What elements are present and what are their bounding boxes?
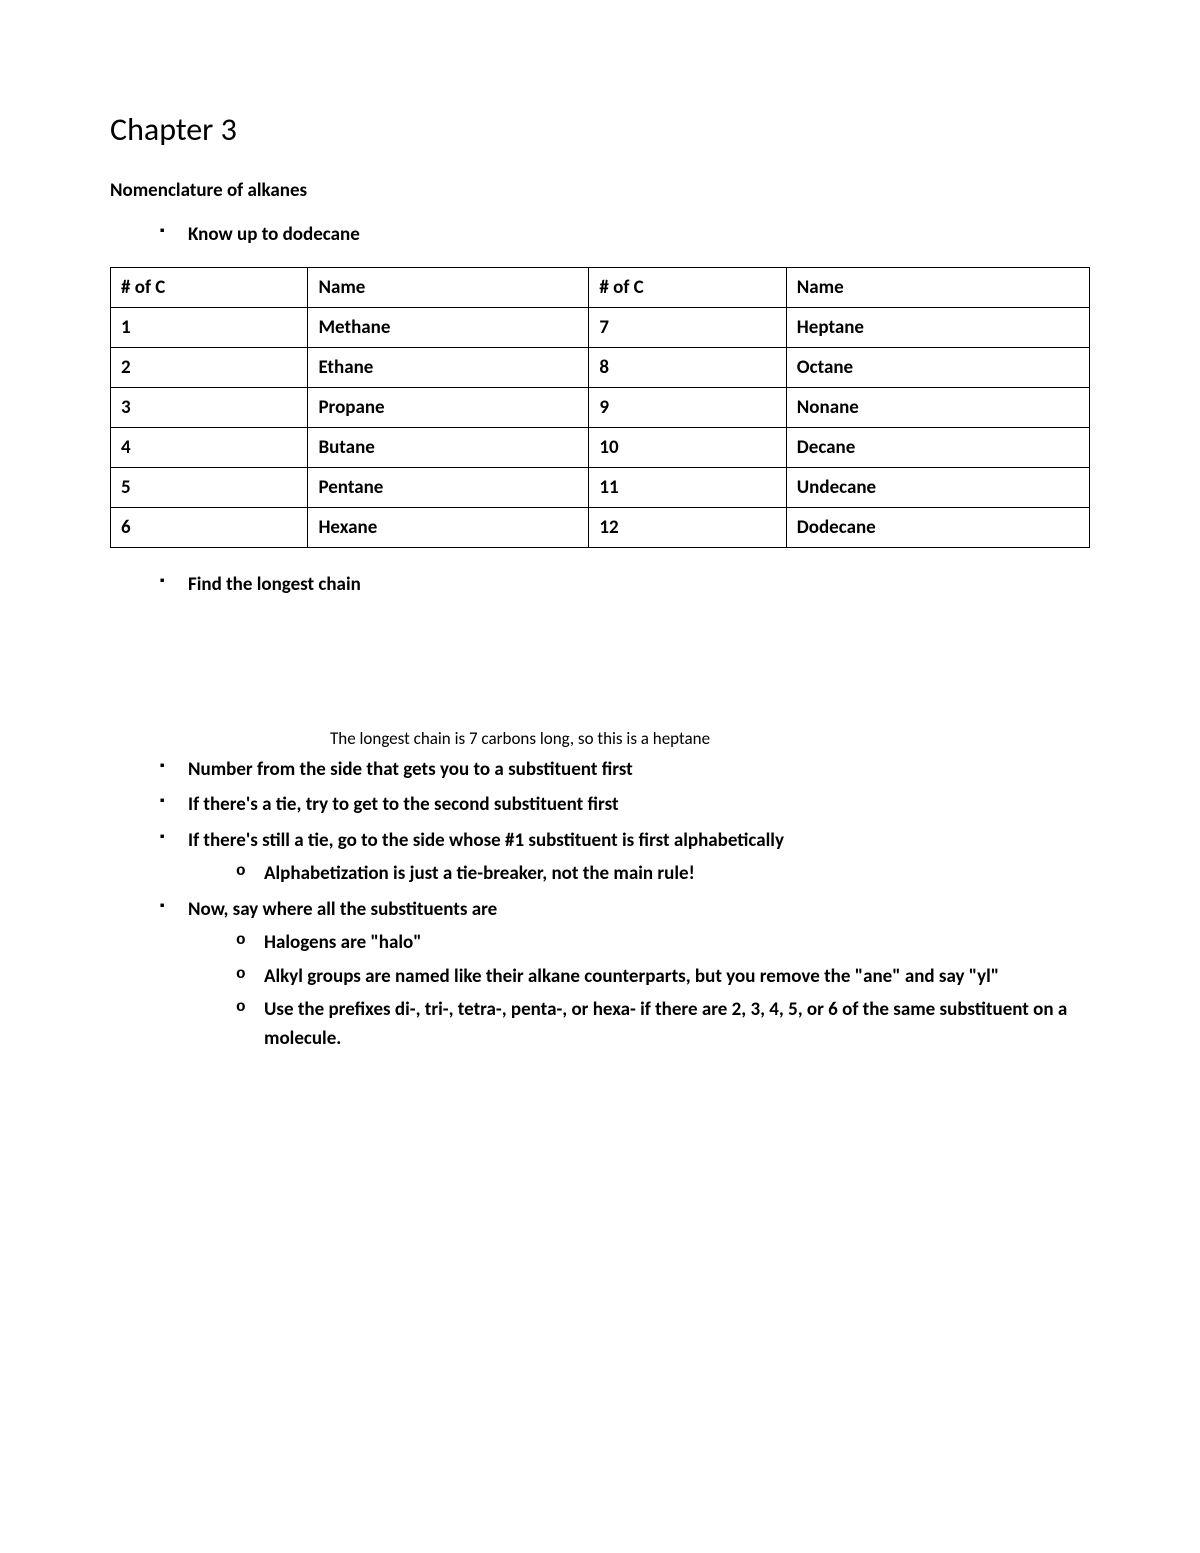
table-cell: 12 xyxy=(589,508,786,548)
table-cell: Pentane xyxy=(308,468,589,508)
table-cell: 1 xyxy=(111,308,308,348)
table-cell: 8 xyxy=(589,348,786,388)
table-row: 6 Hexane 12 Dodecane xyxy=(111,508,1090,548)
structure-image-placeholder xyxy=(180,618,380,728)
table-cell: Hexane xyxy=(308,508,589,548)
table-row: 5 Pentane 11 Undecane xyxy=(111,468,1090,508)
table-header: # of C xyxy=(589,268,786,308)
table-cell: 11 xyxy=(589,468,786,508)
table-cell: Decane xyxy=(786,428,1089,468)
table-cell: 3 xyxy=(111,388,308,428)
table-cell: Nonane xyxy=(786,388,1089,428)
table-cell: Ethane xyxy=(308,348,589,388)
section-subtitle: Nomenclature of alkanes xyxy=(110,179,1090,202)
table-row: 4 Butane 10 Decane xyxy=(111,428,1090,468)
bullet-find-longest: Find the longest chain xyxy=(160,570,1090,599)
table-cell: Butane xyxy=(308,428,589,468)
table-cell: Octane xyxy=(786,348,1089,388)
table-header: Name xyxy=(308,268,589,308)
table-header: # of C xyxy=(111,268,308,308)
subbullet-alphabetization: Alphabetization is just a tie-breaker, n… xyxy=(236,859,1090,888)
table-cell: 6 xyxy=(111,508,308,548)
chapter-title: Chapter 3 xyxy=(110,110,1090,149)
table-cell: Heptane xyxy=(786,308,1089,348)
table-cell: Undecane xyxy=(786,468,1089,508)
table-cell: 9 xyxy=(589,388,786,428)
longest-chain-caption: The longest chain is 7 carbons long, so … xyxy=(330,728,1090,749)
subbullet-alkyl: Alkyl groups are named like their alkane… xyxy=(236,962,1090,991)
table-cell: Methane xyxy=(308,308,589,348)
bullet-substituents: Now, say where all the substituents are … xyxy=(160,895,1090,1054)
bullet-know-dodecane: Know up to dodecane xyxy=(160,220,1090,249)
subbullet-prefixes: Use the prefixes di-, tri-, tetra-, pent… xyxy=(236,995,1090,1054)
table-row: 1 Methane 7 Heptane xyxy=(111,308,1090,348)
table-cell: 10 xyxy=(589,428,786,468)
table-cell: 5 xyxy=(111,468,308,508)
table-header: Name xyxy=(786,268,1089,308)
bullet-tie-second: If there's a tie, try to get to the seco… xyxy=(160,790,1090,819)
table-cell: 4 xyxy=(111,428,308,468)
table-row: 3 Propane 9 Nonane xyxy=(111,388,1090,428)
bullet-tie-alpha: If there's still a tie, go to the side w… xyxy=(160,826,1090,889)
table-cell: 7 xyxy=(589,308,786,348)
bullet-number-side: Number from the side that gets you to a … xyxy=(160,755,1090,784)
subbullet-halogens: Halogens are "halo" xyxy=(236,928,1090,957)
table-header-row: # of C Name # of C Name xyxy=(111,268,1090,308)
table-cell: Propane xyxy=(308,388,589,428)
alkane-table: # of C Name # of C Name 1 Methane 7 Hept… xyxy=(110,267,1090,548)
table-cell: Dodecane xyxy=(786,508,1089,548)
table-row: 2 Ethane 8 Octane xyxy=(111,348,1090,388)
table-cell: 2 xyxy=(111,348,308,388)
